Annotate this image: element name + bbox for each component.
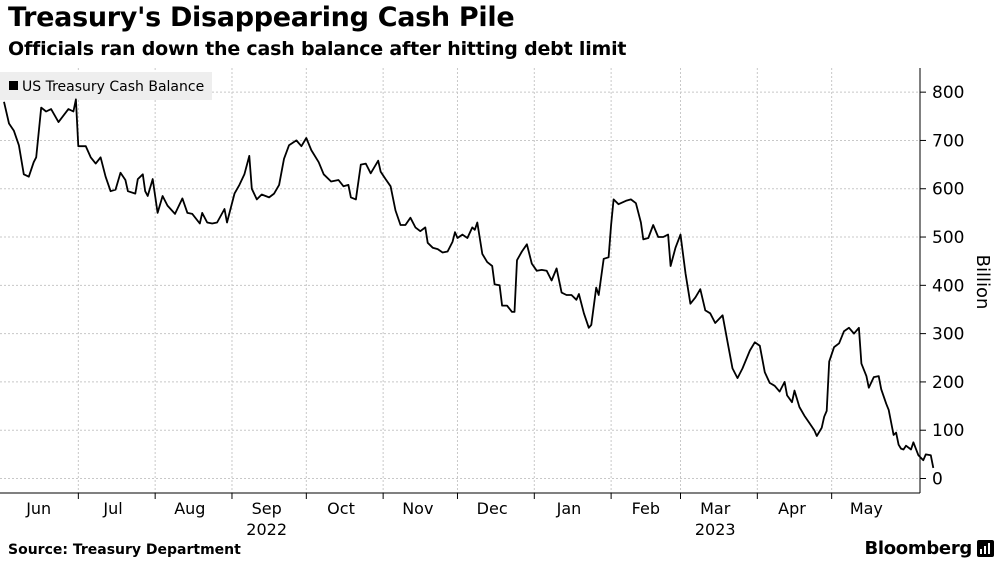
- y-tick-label: 800: [932, 83, 964, 103]
- series-layer: [3, 98, 935, 469]
- legend-label: US Treasury Cash Balance: [22, 79, 204, 95]
- x-tick-label: Jan: [556, 499, 582, 518]
- legend-swatch: [9, 81, 18, 90]
- y-tick-label: 600: [932, 180, 964, 200]
- y-tick-label: 0: [932, 470, 943, 490]
- x-tick-label: Nov: [402, 499, 433, 518]
- brand-logo: Bloomberg: [864, 538, 972, 559]
- x-year-label: 2023: [695, 520, 736, 539]
- x-tick-label: Aug: [174, 499, 205, 518]
- legend-background: [0, 72, 212, 100]
- series-line-0: [3, 98, 935, 469]
- x-tick-label: Apr: [778, 499, 806, 518]
- y-tick-label: 300: [932, 325, 964, 345]
- chart-title: Treasury's Disappearing Cash Pile: [8, 2, 515, 33]
- chart-subtitle: Officials ran down the cash balance afte…: [8, 38, 627, 60]
- x-tick-label: May: [850, 499, 883, 518]
- x-year-label: 2022: [246, 520, 287, 539]
- gridlines: [0, 68, 920, 493]
- y-tick-label: 100: [932, 421, 964, 441]
- x-tick-label: Dec: [477, 499, 508, 518]
- legend: US Treasury Cash Balance: [0, 72, 212, 100]
- x-tick-label: Feb: [632, 499, 660, 518]
- bloomberg-terminal-icon: [977, 540, 994, 557]
- y-tick-label: 500: [932, 228, 964, 248]
- y-tick-label: 400: [932, 276, 964, 296]
- source-note: Source: Treasury Department: [8, 542, 241, 558]
- y-tick-label: 200: [932, 373, 964, 393]
- x-tick-label: Oct: [327, 499, 355, 518]
- x-tick-label: Mar: [700, 499, 731, 518]
- y-tick-label: 700: [932, 131, 964, 151]
- x-tick-label: Sep: [252, 499, 282, 518]
- axes: 0 100 200 300 400 500 600 700 800 Jun Jul Aug Sep Oct…: [0, 68, 964, 539]
- x-tick-label: Jul: [102, 499, 122, 518]
- x-tick-label: Jun: [25, 499, 51, 518]
- y-axis-label: Billion: [972, 255, 993, 310]
